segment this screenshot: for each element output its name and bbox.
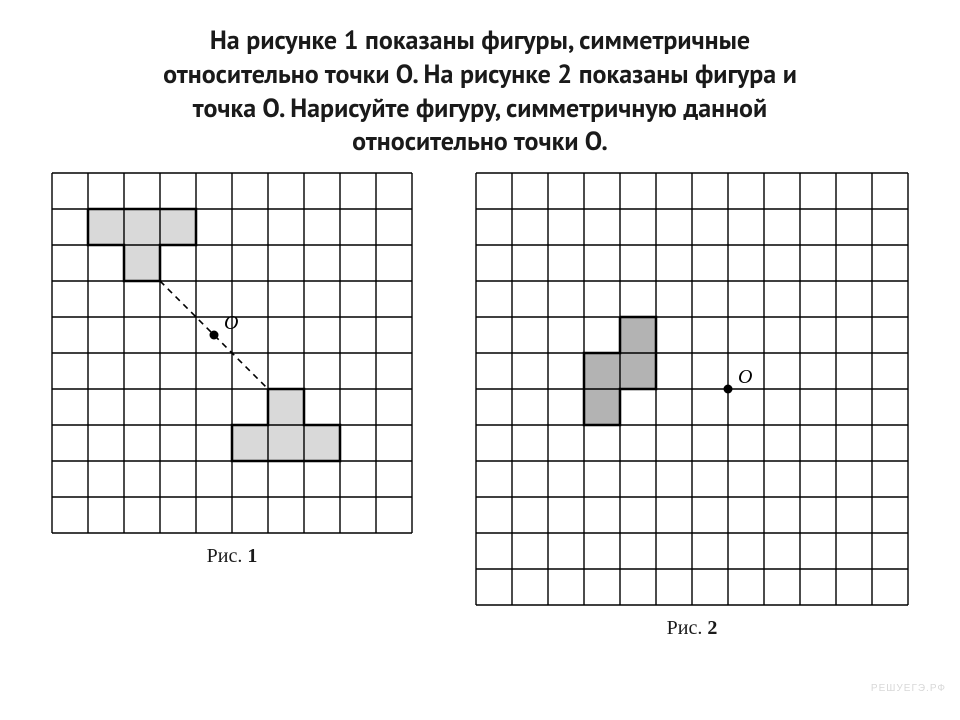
- heading-line: точка О. Нарисуйте фигуру, симметричную …: [80, 92, 880, 126]
- figure-1-svg-slot: O: [50, 171, 414, 535]
- caption-prefix: Рис.: [207, 545, 243, 567]
- problem-heading: На рисунке 1 показаны фигуры, симметричн…: [0, 0, 960, 159]
- svg-text:O: O: [738, 366, 752, 388]
- figure-2-svg-slot: O: [474, 171, 910, 607]
- caption-number: 2: [707, 617, 717, 639]
- figure-2-caption: Рис. 2: [667, 617, 718, 640]
- caption-number: 1: [247, 545, 257, 567]
- svg-text:O: O: [224, 312, 238, 334]
- figure-2-wrap: O Рис. 2: [474, 171, 910, 640]
- caption-prefix: Рис.: [667, 617, 703, 639]
- heading-line: На рисунке 1 показаны фигуры, симметричн…: [80, 24, 880, 58]
- figure-1-caption: Рис. 1: [207, 545, 258, 568]
- figure-1-wrap: O Рис. 1: [50, 171, 414, 640]
- watermark: РЕШУЕГЭ.РФ: [871, 683, 946, 694]
- heading-line: относительно точки О. На рисунке 2 показ…: [80, 58, 880, 92]
- heading-line: относительно точки О.: [80, 125, 880, 159]
- figures-row: O Рис. 1 O Рис. 2: [0, 171, 960, 640]
